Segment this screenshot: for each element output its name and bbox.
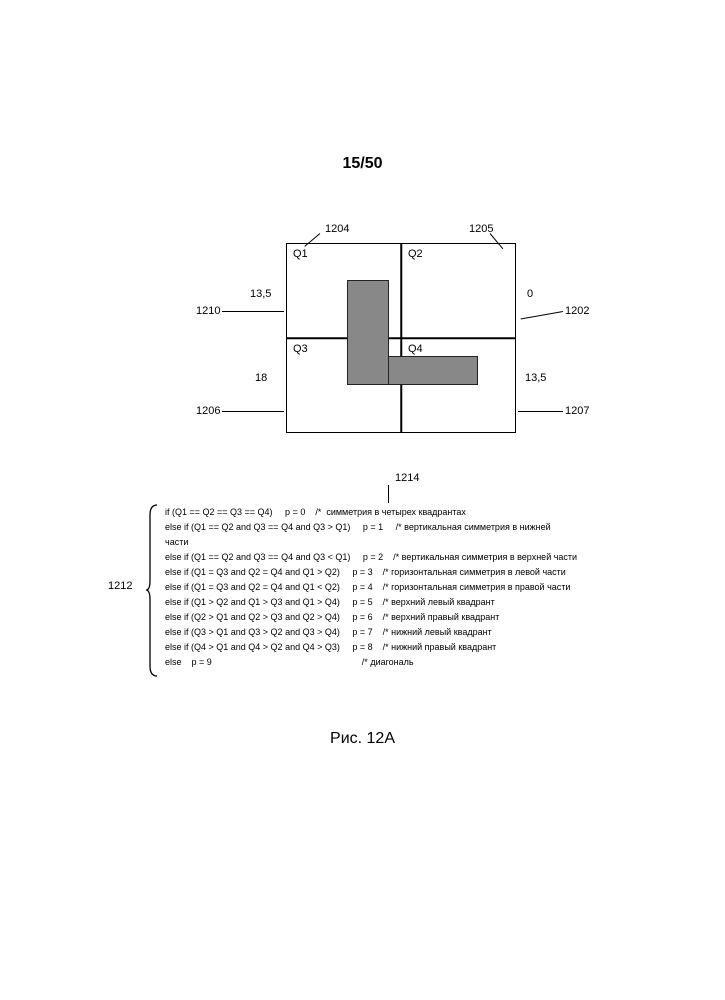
- code-line: else if (Q1 = Q3 and Q2 = Q4 and Q1 < Q2…: [165, 582, 570, 592]
- code-line: else if (Q3 > Q1 and Q3 > Q2 and Q3 > Q4…: [165, 627, 492, 637]
- page-number: 15/50: [0, 155, 725, 173]
- val-left-top: 13,5: [250, 288, 271, 300]
- code-line: else if (Q1 > Q2 and Q1 > Q3 and Q1 > Q4…: [165, 597, 495, 607]
- leader-1202: [521, 311, 564, 319]
- code-line: else if (Q1 == Q2 and Q3 == Q4 and Q3 < …: [165, 552, 577, 562]
- code-line: else if (Q1 == Q2 and Q3 == Q4 and Q3 > …: [165, 522, 551, 532]
- ref-1214: 1214: [395, 472, 419, 484]
- figure-area: 1204 1205 Q1 Q2 Q3 Q4 13,5 0 18 13,5 121…: [0, 235, 725, 455]
- code-line: else if (Q4 > Q1 and Q4 > Q2 and Q4 > Q3…: [165, 642, 496, 652]
- ref-1210: 1210: [196, 305, 220, 317]
- code-line: else if (Q2 > Q1 and Q2 > Q3 and Q2 > Q4…: [165, 612, 499, 622]
- code-line: части: [165, 537, 188, 547]
- ref-1212: 1212: [108, 580, 132, 592]
- code-line: if (Q1 == Q2 == Q3 == Q4) p = 0 /* симме…: [165, 507, 466, 517]
- leader-1210: [222, 311, 284, 312]
- ref-1204: 1204: [325, 223, 349, 235]
- shape-vertical: [347, 280, 389, 385]
- val-right-bottom: 13,5: [525, 372, 546, 384]
- leader-1207: [518, 411, 563, 412]
- ref-1206: 1206: [196, 405, 220, 417]
- label-q3: Q3: [293, 343, 308, 355]
- pseudocode: if (Q1 == Q2 == Q3 == Q4) p = 0 /* симме…: [165, 505, 577, 670]
- brace-icon: [145, 503, 157, 678]
- grid-hline: [287, 337, 515, 339]
- code-line: else if (Q1 = Q3 and Q2 = Q4 and Q1 > Q2…: [165, 567, 566, 577]
- code-line: else p = 9 /* диагональ: [165, 657, 414, 667]
- label-q2: Q2: [408, 248, 423, 260]
- ref-1202: 1202: [565, 305, 589, 317]
- shape-horizontal: [388, 356, 478, 385]
- leader-1214: [388, 485, 389, 503]
- figure-caption: Рис. 12A: [0, 730, 725, 748]
- leader-1206: [222, 411, 284, 412]
- ref-1207: 1207: [565, 405, 589, 417]
- label-q4: Q4: [408, 343, 423, 355]
- val-right-top: 0: [527, 288, 533, 300]
- quadrant-grid: Q1 Q2 Q3 Q4: [286, 243, 516, 433]
- label-q1: Q1: [293, 248, 308, 260]
- val-left-bottom: 18: [255, 372, 267, 384]
